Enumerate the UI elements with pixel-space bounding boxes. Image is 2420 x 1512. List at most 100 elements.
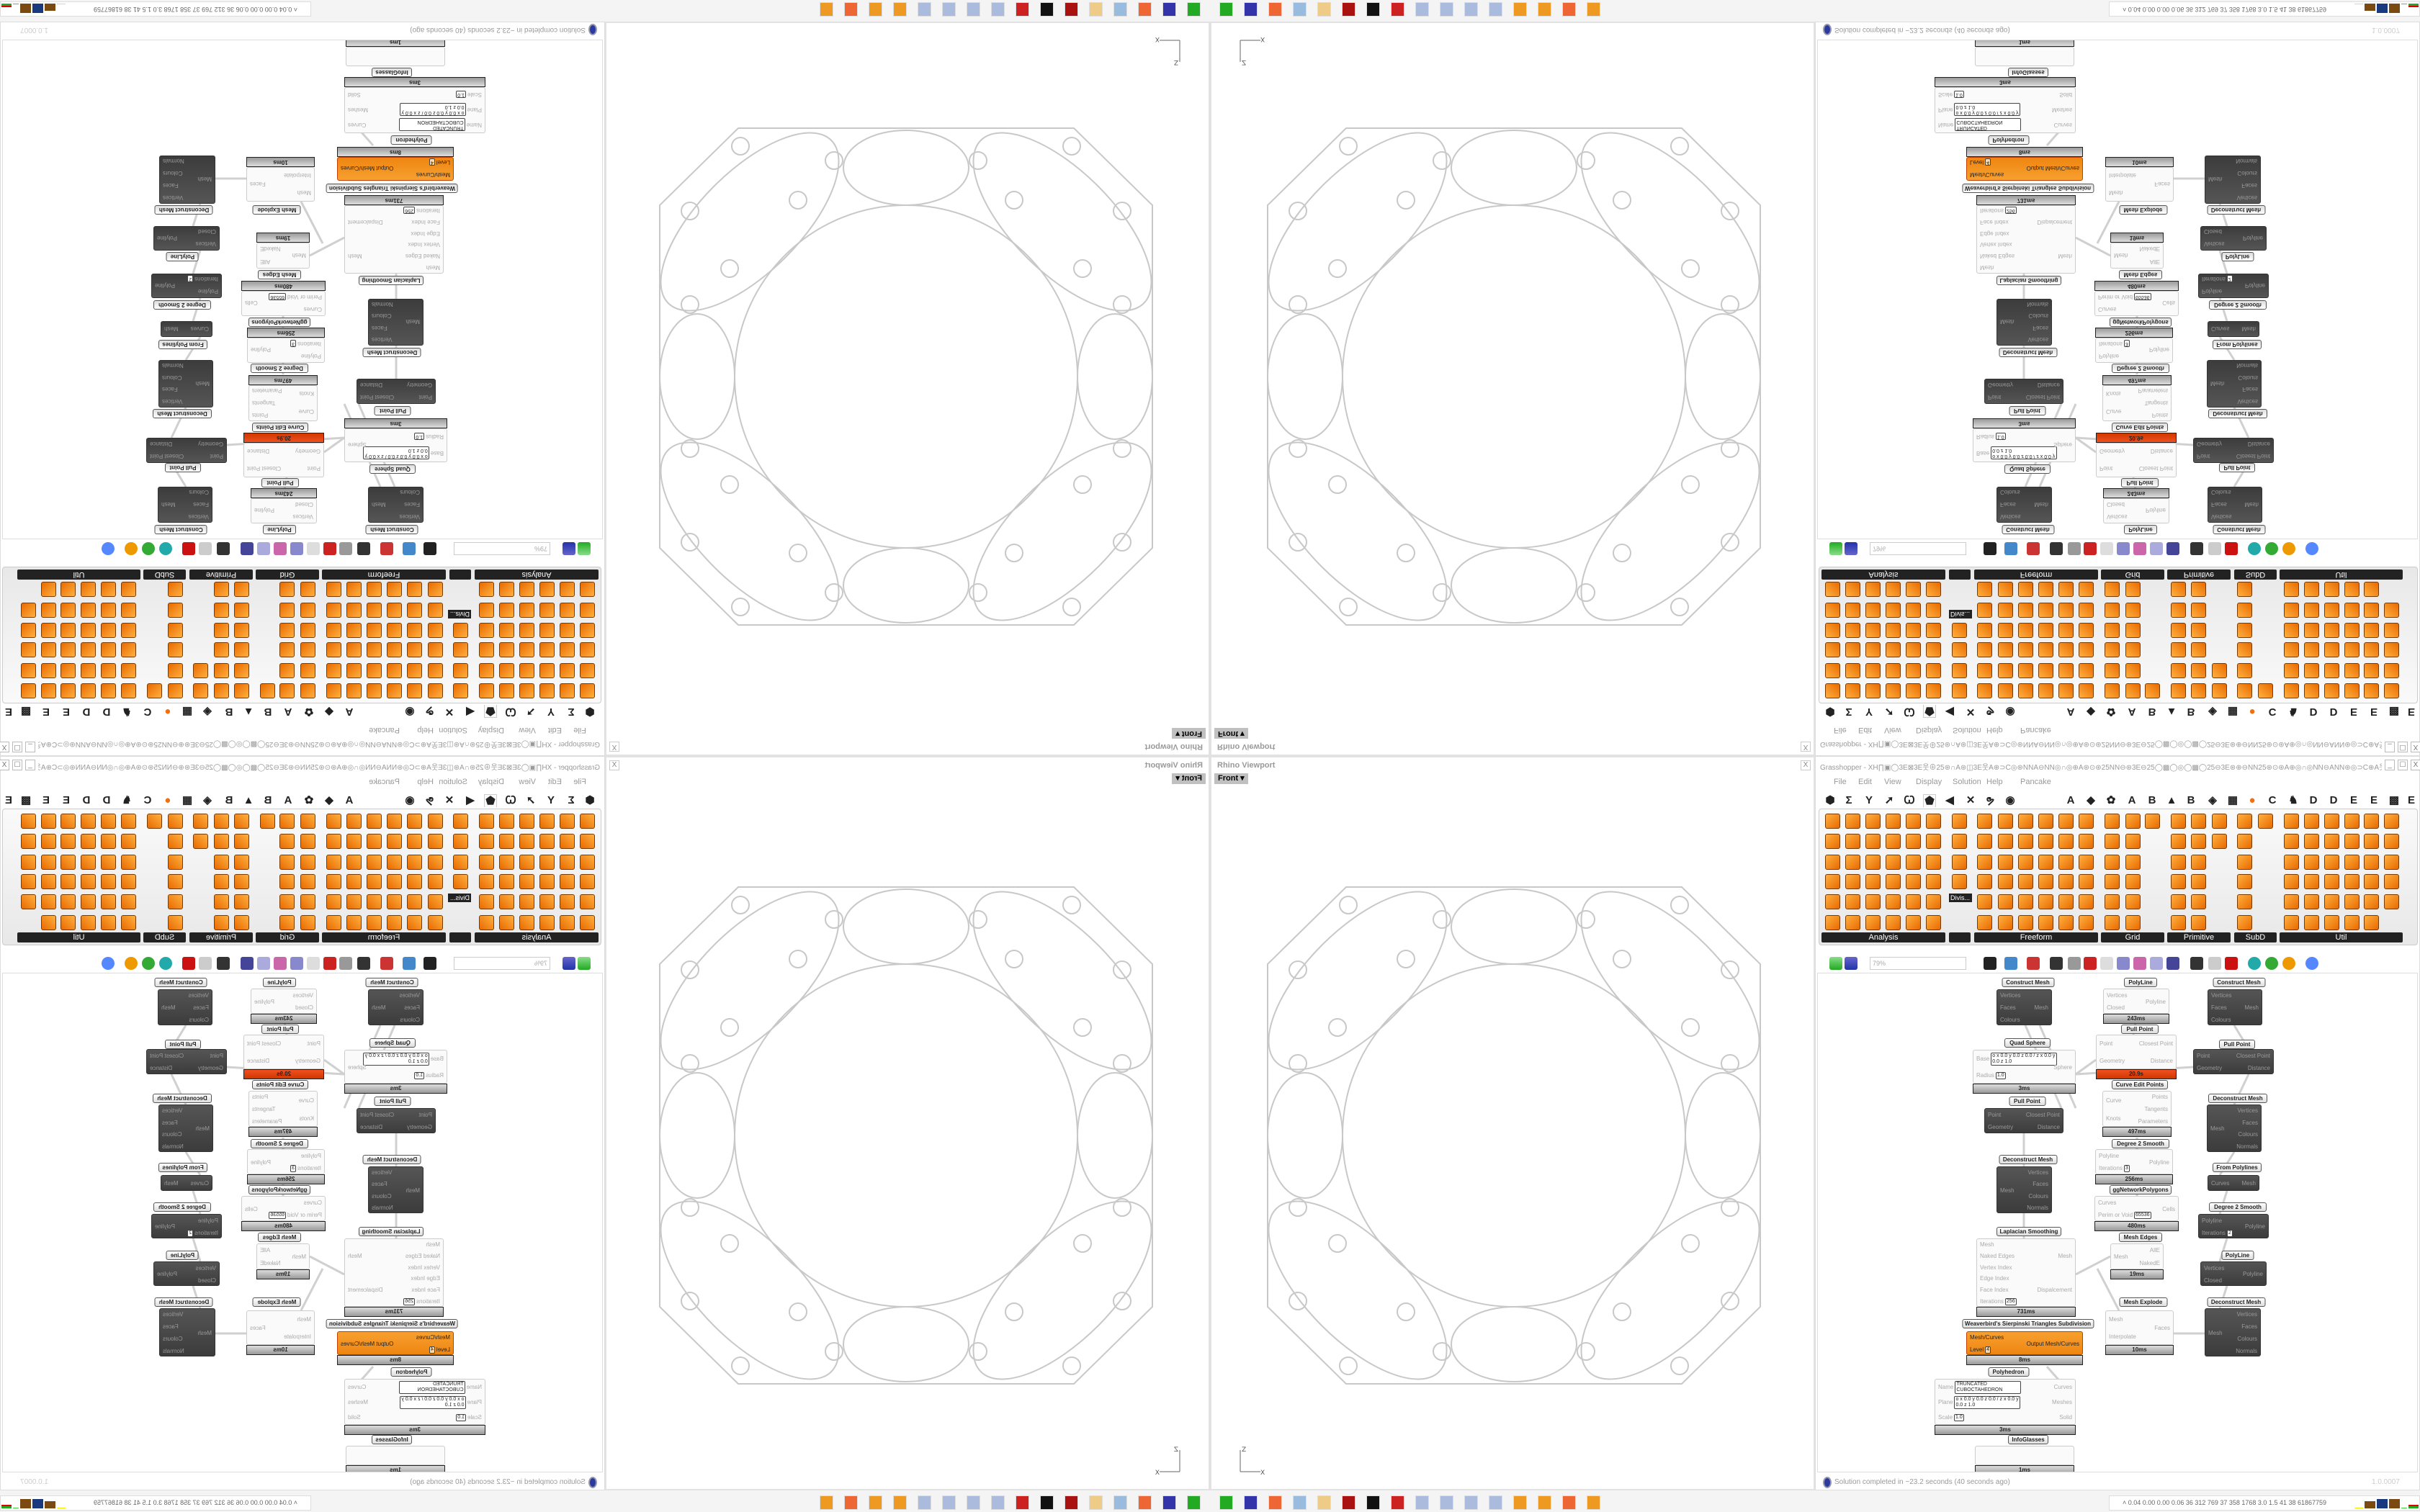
component-icon[interactable] — [121, 915, 136, 930]
component-icon[interactable] — [2284, 855, 2299, 870]
calculator-icon[interactable] — [1113, 1495, 1127, 1510]
component-icon[interactable] — [580, 623, 595, 638]
node-title-degree-2-smooth[interactable]: Degree 2 Smooth — [251, 364, 308, 373]
component-icon[interactable] — [2304, 623, 2319, 638]
tab-letter[interactable]: ♞ — [2288, 794, 2298, 806]
node-title-laplacian-smoothing[interactable]: Laplacian Smoothing — [1996, 1227, 2061, 1236]
input-port[interactable]: Point — [2197, 452, 2210, 459]
component-icon[interactable] — [367, 623, 382, 638]
component-icon[interactable] — [1906, 915, 1921, 930]
blender-icon[interactable] — [820, 1495, 833, 1510]
component-icon[interactable] — [387, 642, 402, 657]
component-icon[interactable] — [2171, 874, 2186, 889]
component-icon[interactable] — [2324, 894, 2339, 909]
component-icon[interactable] — [407, 582, 422, 597]
component-icon[interactable] — [2171, 663, 2186, 678]
output-port[interactable]: Mesh — [2034, 501, 2048, 508]
input-port[interactable]: Vertices — [2107, 992, 2127, 999]
link-icon[interactable] — [199, 542, 212, 555]
component-icon[interactable] — [1998, 683, 2013, 698]
node-title-deconstruct-mesh[interactable]: Deconstruct Mesh — [363, 1155, 421, 1164]
input-port[interactable]: Vertices — [196, 240, 216, 248]
node-title-mesh-edges[interactable]: Mesh Edges — [258, 1233, 301, 1242]
component-icon[interactable] — [2284, 663, 2299, 678]
node-title-polyline[interactable]: PolyLine — [2221, 1251, 2254, 1260]
open-file-icon[interactable] — [578, 957, 591, 970]
green-shape-icon[interactable] — [142, 542, 155, 555]
output-port[interactable]: Mesh — [348, 1252, 362, 1259]
open-file-icon[interactable] — [1829, 542, 1842, 555]
panel-util[interactable]: Util — [2280, 932, 2403, 942]
node-title-polyline[interactable]: PolyLine — [263, 978, 296, 987]
component-icon[interactable] — [1977, 814, 1992, 829]
component-icon[interactable] — [407, 874, 422, 889]
input-port[interactable]: Iterations2 — [187, 1229, 218, 1237]
tab-letter[interactable]: B — [2187, 794, 2195, 806]
blender-icon[interactable] — [1538, 1495, 1551, 1510]
input-value[interactable]: 256 — [2004, 206, 2017, 214]
tab-icon[interactable]: Σ — [1845, 794, 1852, 806]
component-icon[interactable] — [2018, 874, 2033, 889]
input-port[interactable]: Faces — [404, 1004, 420, 1012]
input-port[interactable]: Polyline — [198, 1218, 218, 1225]
input-port[interactable]: Curves — [191, 1180, 209, 1187]
paint-icon[interactable] — [1489, 2, 1502, 17]
output-port[interactable]: Distance — [247, 1058, 270, 1064]
component-icon[interactable] — [60, 683, 76, 698]
input-port[interactable]: Naked Edges — [405, 252, 440, 259]
component-icon[interactable] — [2079, 915, 2094, 930]
output-port[interactable]: Dispalcement — [2037, 1287, 2072, 1294]
input-value[interactable]: o x 0.0 y 0.0 z 0.0 / z x 0.0 y 0.0 z 1.… — [399, 103, 466, 116]
component-icon[interactable] — [2125, 663, 2141, 678]
component-icon[interactable] — [499, 623, 514, 638]
input-port[interactable]: Scale1.0 — [456, 1414, 482, 1422]
tab-icon[interactable]: ◀ — [466, 794, 475, 806]
divide-icon[interactable] — [453, 623, 468, 638]
input-port[interactable]: Planeo x 0.0 y 0.0 z 0.0 / z x 0.0 y 0.0… — [399, 103, 482, 116]
output-port[interactable]: Distance — [247, 448, 270, 454]
component-icon[interactable] — [367, 855, 382, 870]
open-file-icon[interactable] — [578, 542, 591, 555]
node-polyline[interactable]: Vertices Closed Polyline — [2200, 1261, 2267, 1286]
input-value[interactable]: 1.0 — [456, 90, 466, 98]
component-icon[interactable] — [560, 834, 575, 849]
component-icon[interactable] — [193, 683, 208, 698]
component-icon[interactable] — [1865, 582, 1881, 597]
node-title-laplacian-smoothing[interactable]: Laplacian Smoothing — [359, 276, 424, 285]
component-icon[interactable] — [234, 894, 249, 909]
panel-primitive[interactable]: Primitive — [2167, 570, 2231, 580]
input-port[interactable]: Geometry — [2197, 1065, 2222, 1072]
input-port[interactable]: Naked Edges — [405, 1253, 440, 1260]
component-icon[interactable] — [60, 642, 76, 657]
output-port[interactable]: Distance — [2037, 381, 2060, 388]
component-icon[interactable] — [560, 814, 575, 829]
input-port[interactable]: Curve — [299, 1097, 314, 1104]
output-port[interactable]: Mesh — [161, 501, 176, 508]
tab-icon[interactable]: Y — [1865, 706, 1873, 718]
component-icon[interactable] — [168, 603, 183, 618]
component-icon[interactable] — [2038, 663, 2053, 678]
node-title-construct-mesh[interactable]: Construct Mesh — [2213, 525, 2265, 534]
component-icon[interactable] — [101, 603, 116, 618]
component-icon[interactable] — [2105, 582, 2120, 597]
component-icon[interactable] — [2018, 855, 2033, 870]
node-title-from-polylines[interactable]: From Polylines — [158, 1163, 207, 1172]
component-icon[interactable] — [1845, 894, 1860, 909]
node-deconstruct-mesh[interactable]: Mesh Vertices Faces Colours Normals — [368, 299, 424, 346]
component-icon[interactable] — [2018, 603, 2033, 618]
save-icon[interactable] — [1845, 542, 1857, 555]
node-title-pull-point[interactable]: Pull Point — [2009, 406, 2045, 415]
folder-icon[interactable] — [1317, 2, 1331, 17]
input-port[interactable]: Vertices — [293, 513, 313, 520]
tab-letter[interactable]: ◆ — [2087, 706, 2095, 718]
input-port[interactable]: Interpolate — [2109, 1333, 2136, 1341]
paint-icon[interactable] — [967, 2, 980, 17]
component-icon[interactable] — [279, 683, 295, 698]
component-icon[interactable] — [2058, 915, 2074, 930]
component-icon[interactable] — [580, 874, 595, 889]
node-pull-point[interactable]: Point Geometry Closest Point Distance — [2193, 1049, 2274, 1074]
tab-letter[interactable]: ▲ — [243, 794, 254, 806]
divide-icon[interactable] — [453, 814, 468, 829]
